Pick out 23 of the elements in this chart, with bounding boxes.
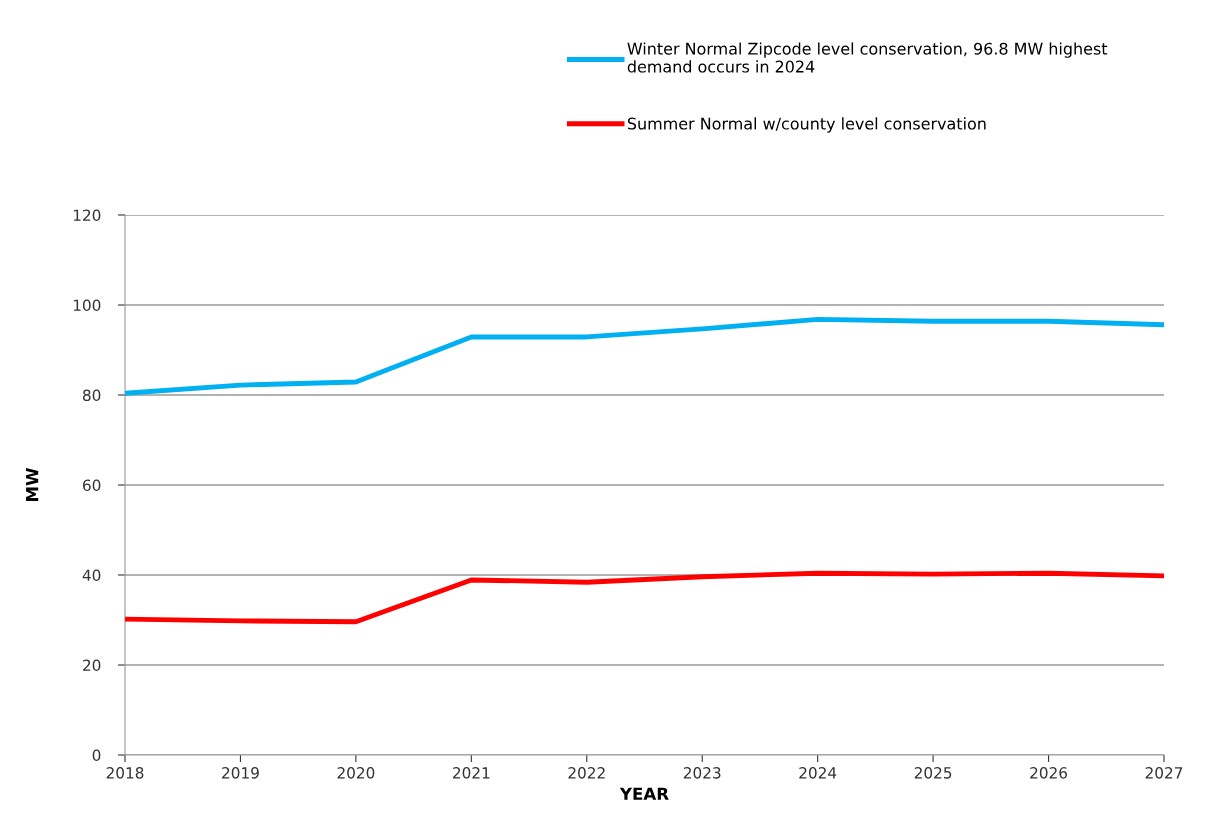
x-tick-label: 2026 [1030,767,1068,779]
x-tick-label: 2027 [1145,767,1183,779]
x-tick-label: 2024 [799,767,837,779]
x-tick-label: 2021 [453,767,490,779]
line-series [125,570,1164,625]
line-series [125,316,1164,396]
legend-label: Summer Normal w/county level conservation [627,117,986,133]
x-tick-label: 2023 [683,767,721,779]
x-tick-label: 2022 [568,767,605,779]
y-tick-label: 20 [83,659,101,672]
legend-label: Winter Normal Zipcode level conservation, 96.8 MW highest demand occurs in 2024 [627,42,1108,73]
y-tick-label: 100 [73,299,101,312]
y-tick-label: 40 [82,569,101,582]
x-axis-title: YEAR [619,787,669,800]
y-tick-label: 120 [73,209,101,222]
x-tick-label: 2018 [106,767,144,779]
x-tick-label: 2025 [914,767,952,779]
y-tick-label: 0 [92,749,101,762]
y-axis-title: MW [26,468,39,501]
y-tick-label: 60 [83,479,101,492]
x-tick-label: 2020 [337,767,375,779]
x-tick-label: 2019 [222,767,259,779]
y-tick-label: 80 [82,389,101,402]
